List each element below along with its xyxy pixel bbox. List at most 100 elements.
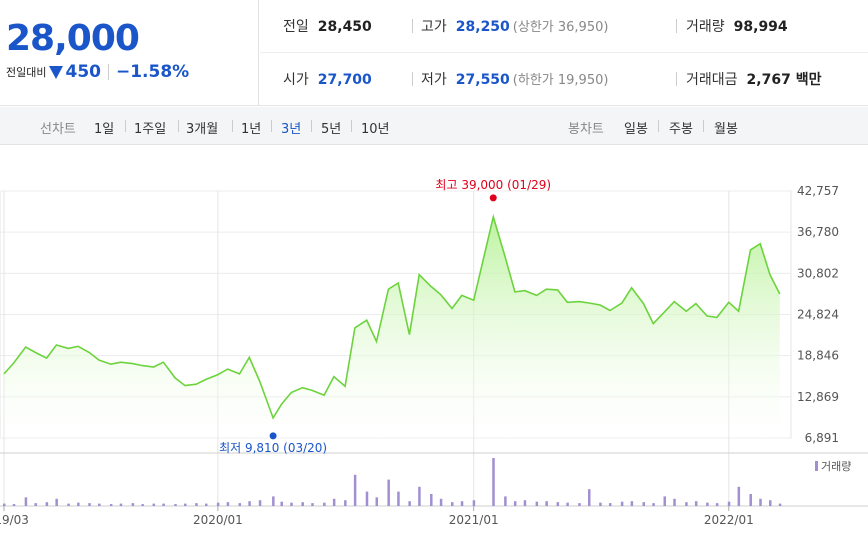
open-label: 시가 [283,72,309,88]
low-cell: 저가 27,550 (하한가 19,950) [421,69,608,89]
y-tick-label: 18,846 [797,349,839,363]
candle-weekly[interactable]: 주봉 [669,122,693,137]
range-1w[interactable]: 1주일 [134,122,167,137]
volume-bar [663,496,666,506]
amount-value: 2,767 백만 [746,72,822,88]
volume-bar [685,502,688,506]
volume-bar [472,500,476,506]
volume-bar [365,491,369,506]
upper-limit: (상한가 36,950) [512,20,609,35]
amount-cell: 거래대금 2,767 백만 [686,69,821,89]
current-price: 28,000 [6,18,140,59]
volume-bar [513,501,517,506]
volume-bar [184,503,187,506]
amount-label: 거래대금 [686,72,738,88]
line-chart-label: 선차트 [40,122,76,137]
high-marker [489,194,497,202]
x-tick-label: 2022/01 [704,513,754,527]
volume-bar [375,497,379,506]
divider [260,52,868,53]
divider [658,120,659,132]
volume-bar [566,502,569,506]
volume-bar [652,503,655,506]
volume-bar [131,503,135,506]
volume-bar [439,498,443,506]
volume-bar [332,498,336,506]
high-cell: 고가 28,250 (상한가 36,950) [421,16,608,36]
volume-bar [706,502,709,506]
volume-bar [98,503,101,506]
volume-bar [673,498,676,506]
volume-cell: 거래량 98,994 [686,16,788,36]
volume-bar [34,503,37,506]
volume-bar [195,503,198,506]
chart-annotations: 최고 39,000 (01/29) 최저 9,810 (03/20) [219,178,551,455]
volume-bar [556,502,560,506]
range-3m[interactable]: 3개월 [186,122,219,137]
volume-bar [769,500,772,506]
divider [676,72,677,86]
range-3y[interactable]: 3년 [281,122,302,137]
volume-bar [545,501,548,506]
volume-bar [344,500,347,506]
volume-bar [162,503,165,506]
range-5y[interactable]: 5년 [321,122,342,137]
volume-bar [67,503,70,506]
lower-limit: (하한가 19,950) [512,73,609,88]
volume-bar [258,500,262,506]
volume-bar [109,504,113,506]
divider [351,120,352,132]
volume-bar [599,502,602,506]
volume-bar [535,501,539,506]
volume-bar [523,500,527,506]
open-value: 27,700 [317,72,372,88]
volume-legend-swatch [815,461,818,471]
volume-bar [77,502,80,506]
range-1y[interactable]: 1년 [241,122,262,137]
prev-close-cell: 전일 28,450 [283,16,372,36]
y-tick-label: 42,757 [797,184,839,198]
volume-bars: 거래량 [3,458,851,506]
volume-bar [578,503,581,506]
volume-bar [749,494,752,506]
volume-bar [3,503,6,506]
x-tick-label: 2020/01 [193,513,243,527]
volume-label: 거래량 [686,19,725,35]
volume-bar [141,504,144,506]
candle-monthly[interactable]: 월봉 [714,122,738,137]
volume-bar [24,497,28,506]
divider [271,120,272,132]
candle-daily[interactable]: 일봉 [624,122,648,137]
divider [412,72,413,86]
volume-bar [55,498,58,506]
chart-toolbar: 선차트 1일 1주일 3개월 1년 3년 5년 10년 봉차트 일봉 주봉 월봉 [0,107,868,145]
volume-bar [204,503,208,506]
x-tick-label: 2019/03 [0,513,29,527]
down-arrow-icon [49,65,64,79]
y-tick-label: 30,802 [797,266,839,280]
volume-bar [408,501,411,506]
volume-bar [460,501,464,506]
volume-bar [12,504,16,506]
divider [703,120,704,132]
y-tick-label: 36,780 [797,225,839,239]
volume-bar [238,503,242,506]
x-axis-labels: 2019/03 2020/01 2021/01 2022/01 [0,506,754,527]
y-tick-label: 6,891 [805,431,839,445]
range-1d[interactable]: 1일 [94,122,115,137]
price-area [4,216,780,438]
volume-bar [715,503,719,506]
x-tick-label: 2021/01 [449,513,499,527]
volume-bar [642,502,646,506]
volume-bar [323,502,326,506]
volume-bar [608,503,612,506]
volume-bar [311,503,314,506]
prev-close-label: 전일 [283,19,309,35]
divider [232,120,233,132]
quote-header: 28,000 전일대비 450 −1.58% 전일 28,450 고가 28,250… [0,0,868,106]
range-10y[interactable]: 10년 [361,122,390,137]
volume-bar [630,501,634,506]
volume-bar [492,458,495,506]
volume-value: 98,994 [733,19,788,35]
